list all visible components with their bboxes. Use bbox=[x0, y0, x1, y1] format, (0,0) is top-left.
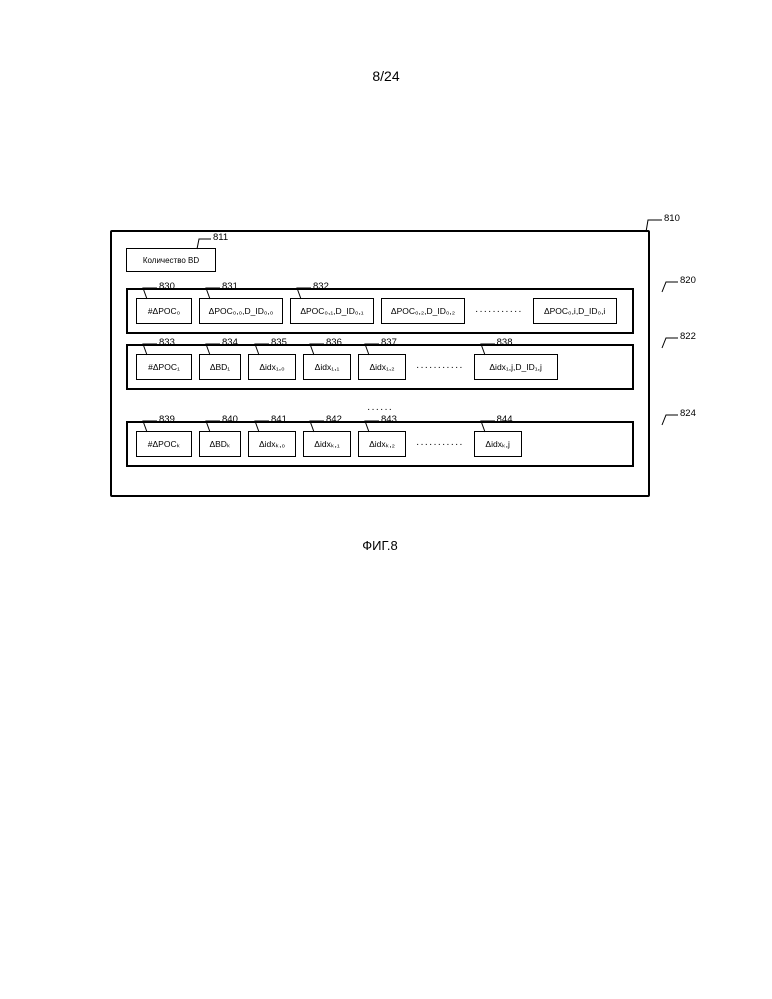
cell: Δidx₁,₁836 bbox=[303, 354, 351, 380]
cell: ΔPOC₀,i,D_ID₀,i bbox=[533, 298, 617, 324]
ellipsis: ··········· bbox=[413, 439, 467, 450]
cell: Δidxₖ,₀841 bbox=[248, 431, 296, 457]
group-1: 822 #ΔPOC₁833ΔBD₁834Δidx₁,₀835Δidx₁,₁836… bbox=[126, 344, 634, 390]
count-bd-label: Количество BD bbox=[143, 256, 199, 265]
ellipsis: ··········· bbox=[413, 362, 467, 373]
cell: Δidxₖ,₁842 bbox=[303, 431, 351, 457]
cell: Δidx₁,₂837 bbox=[358, 354, 406, 380]
page-number: 8/24 bbox=[0, 68, 772, 84]
cell: #ΔPOCₖ839 bbox=[136, 431, 192, 457]
ellipsis: ··········· bbox=[472, 306, 526, 317]
cell: #ΔPOC₁833 bbox=[136, 354, 192, 380]
group-k: 824 #ΔPOCₖ839ΔBDₖ840Δidxₖ,₀841Δidxₖ,₁842… bbox=[126, 421, 634, 467]
cell: Δidx₁,₀835 bbox=[248, 354, 296, 380]
figure-caption: ФИГ.8 bbox=[110, 538, 650, 553]
cell: ΔBD₁834 bbox=[199, 354, 241, 380]
cell: ΔPOC₀,₁,D_ID₀,₁832 bbox=[290, 298, 374, 324]
cell: #ΔPOC₀830 bbox=[136, 298, 192, 324]
cell: ΔPOC₀,₀,D_ID₀,₀831 bbox=[199, 298, 283, 324]
count-bd-box: Количество BD 811 bbox=[126, 248, 216, 272]
cell: ΔPOC₀,₂,D_ID₀,₂ bbox=[381, 298, 465, 324]
group-0: 820 #ΔPOC₀830ΔPOC₀,₀,D_ID₀,₀831ΔPOC₀,₁,D… bbox=[126, 288, 634, 334]
cell: Δidx₁,j,D_ID₁,j838 bbox=[474, 354, 558, 380]
cell: ΔBDₖ840 bbox=[199, 431, 241, 457]
outer-box: Количество BD 811 820 #ΔPOC₀830ΔPOC₀,₀,D… bbox=[110, 230, 650, 497]
cell: Δidxₖ,₂843 bbox=[358, 431, 406, 457]
diagram: 810 Количество BD 811 820 #ΔPOC₀830ΔPOC₀… bbox=[110, 230, 650, 497]
cell: Δidxₖ,j844 bbox=[474, 431, 522, 457]
